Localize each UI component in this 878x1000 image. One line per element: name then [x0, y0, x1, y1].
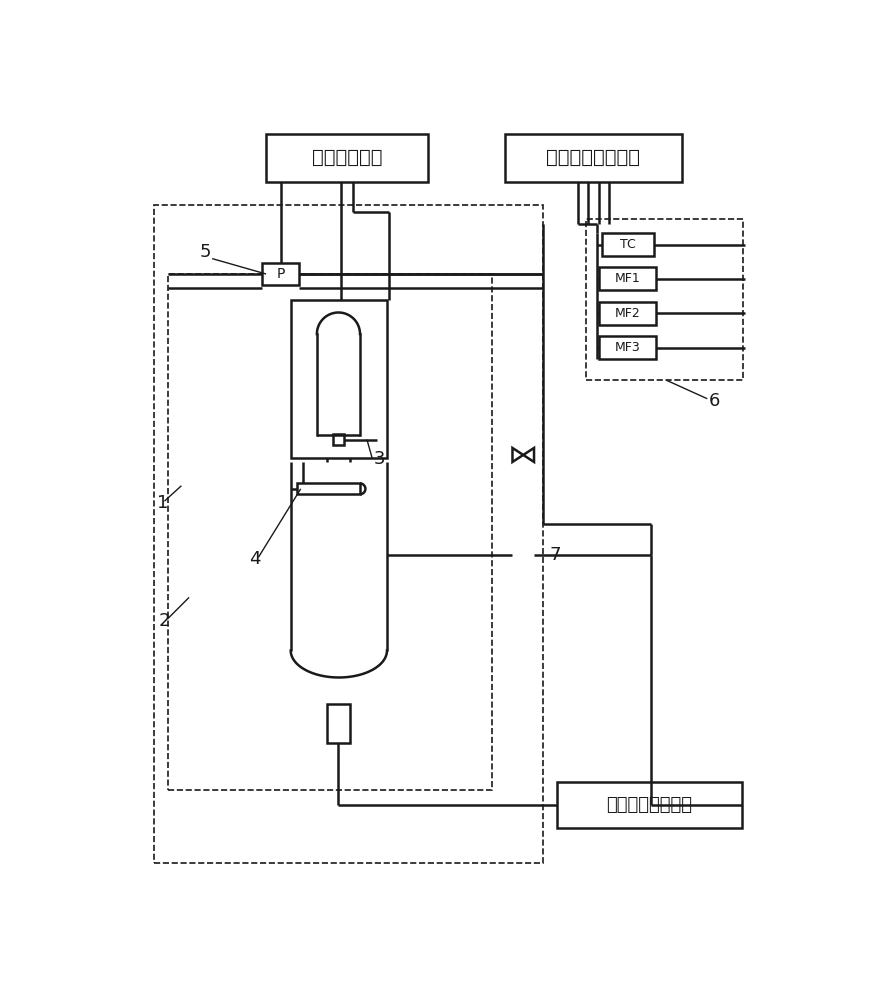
Bar: [598, 302, 655, 325]
Bar: [327, 704, 349, 743]
Text: 光纤景象处理单元: 光纤景象处理单元: [606, 796, 692, 814]
Bar: [155, 205, 543, 863]
Bar: [585, 219, 743, 380]
Text: MF2: MF2: [614, 307, 639, 320]
Bar: [168, 274, 491, 790]
Bar: [297, 483, 360, 494]
Bar: [266, 134, 428, 182]
Text: P: P: [277, 267, 284, 281]
Text: MF3: MF3: [614, 341, 639, 354]
Text: 4: 4: [248, 550, 261, 568]
Text: 3: 3: [373, 450, 385, 468]
Text: 5: 5: [198, 243, 211, 261]
Bar: [291, 300, 386, 458]
Bar: [598, 267, 655, 290]
Text: TC: TC: [619, 238, 635, 251]
Bar: [504, 134, 681, 182]
Bar: [601, 233, 653, 256]
Bar: [598, 336, 655, 359]
Bar: [262, 263, 299, 285]
Bar: [557, 782, 741, 828]
Text: 2: 2: [158, 611, 169, 630]
Text: 数据监控处理单元: 数据监控处理单元: [546, 148, 639, 167]
Text: 7: 7: [549, 546, 560, 564]
Bar: [333, 434, 343, 445]
Text: MF1: MF1: [614, 272, 639, 285]
Text: 高压电源单元: 高压电源单元: [312, 148, 382, 167]
Text: 1: 1: [156, 494, 168, 512]
Text: 6: 6: [708, 392, 719, 410]
